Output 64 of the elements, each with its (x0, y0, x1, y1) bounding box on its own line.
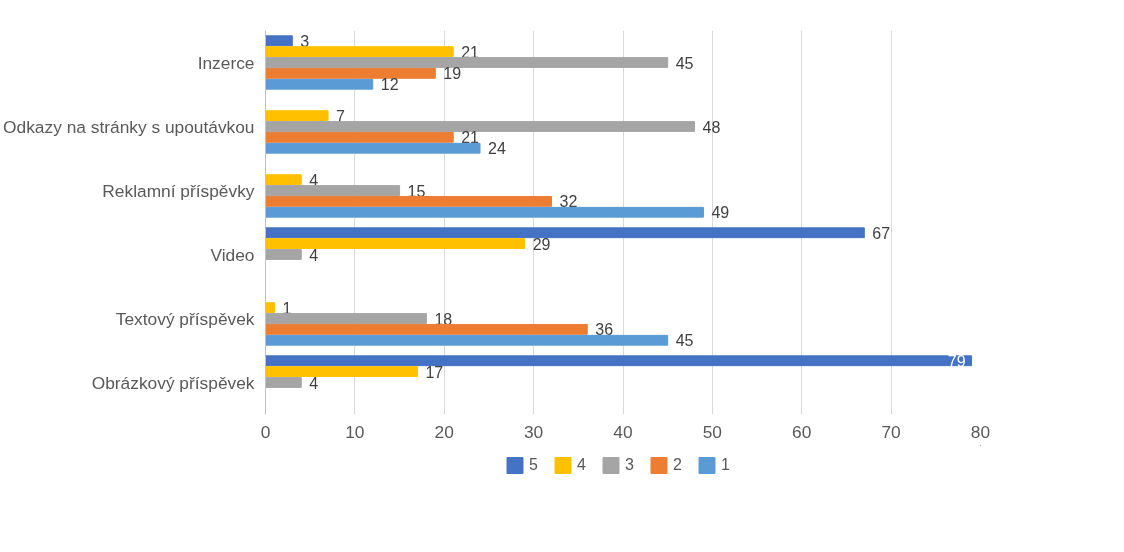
x-tick-label: 80 (970, 421, 991, 442)
bar (265, 334, 669, 346)
bar (265, 249, 302, 260)
bar (265, 131, 454, 143)
data-label: 45 (675, 54, 694, 72)
data-label: 4 (309, 171, 319, 189)
bar (265, 174, 302, 186)
data-label: 48 (702, 118, 721, 136)
y-tick-label: Odkazy na stránky s upoutávkou (3, 116, 255, 137)
bar (265, 185, 401, 196)
bar (265, 35, 293, 47)
data-label: 1 (282, 299, 292, 317)
bar (265, 238, 526, 250)
data-label: 29 (532, 235, 551, 253)
x-tick-label: 70 (881, 421, 901, 442)
bar (265, 227, 865, 239)
bar (265, 206, 704, 218)
y-tick-label: Reklamní příspěvky (102, 180, 255, 201)
bar (265, 110, 329, 122)
data-label: 19 (443, 65, 462, 83)
x-tick-label: 10 (345, 421, 365, 442)
bar (265, 313, 427, 324)
x-tick-label: 50 (702, 421, 723, 442)
x-tick-label: 20 (434, 421, 454, 442)
data-label: 79 (947, 352, 966, 370)
x-tick-label: 40 (613, 421, 633, 442)
data-label: 24 (488, 140, 506, 158)
bar (265, 355, 973, 367)
data-label: 4 (309, 246, 319, 264)
x-tick-label: 0 (260, 421, 271, 442)
bar (265, 67, 436, 79)
bar (265, 195, 552, 207)
y-tick-label: Textový příspěvek (115, 308, 255, 329)
bar (265, 57, 669, 68)
data-label: 45 (675, 332, 694, 350)
legend-label: 5 (529, 456, 539, 474)
bar (265, 366, 418, 378)
bar (265, 142, 481, 154)
data-label: 7 (336, 107, 346, 125)
legend-label: 1 (721, 456, 731, 474)
bar (265, 121, 695, 132)
legend-label: 4 (577, 456, 587, 474)
data-label: 49 (711, 204, 730, 222)
bar (265, 78, 374, 90)
x-tick-label: 30 (523, 421, 544, 442)
data-label: 32 (559, 193, 578, 211)
data-label: 36 (595, 321, 614, 339)
x-tick-label: 60 (792, 421, 812, 442)
bar (265, 302, 275, 314)
bar (265, 377, 302, 388)
data-label: 4 (309, 374, 319, 392)
bar (265, 46, 454, 58)
legend-label: 2 (673, 456, 683, 474)
data-label: 67 (872, 224, 891, 242)
data-label: 17 (425, 363, 444, 381)
bar (265, 323, 588, 335)
data-label: 12 (380, 76, 399, 94)
y-tick-label: Video (210, 244, 255, 265)
y-tick-label: Obrázkový příspěvek (91, 372, 255, 393)
data-label: 3 (300, 32, 310, 50)
data-label: 21 (461, 129, 480, 147)
legend-label: 3 (625, 456, 635, 474)
data-label: 21 (461, 43, 480, 61)
y-tick-label: Inzerce (197, 52, 255, 73)
